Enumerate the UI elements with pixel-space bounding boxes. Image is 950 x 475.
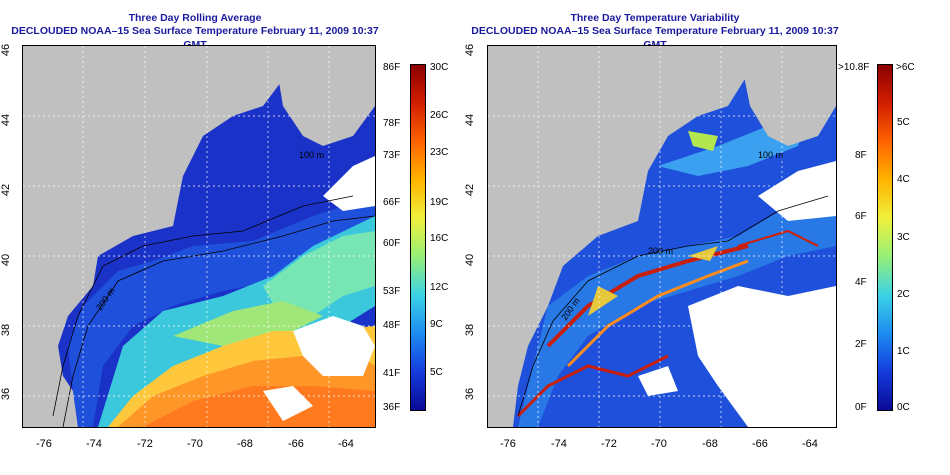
right-ytick-40: 40 xyxy=(464,253,477,267)
right-cb-f-3: 4F xyxy=(855,277,867,288)
right-xtick-72: -72 xyxy=(601,438,617,450)
right-contour-label-100: 100 m xyxy=(758,150,784,160)
left-cb-c-5: 12C xyxy=(430,282,449,293)
left-xtick-70: -70 xyxy=(187,438,203,450)
right-cb-c-5: 1C xyxy=(897,346,910,357)
right-variability-map-graphic xyxy=(488,46,836,427)
left-sst-map: 200 m 100 m xyxy=(22,45,376,428)
left-cb-c-1: 26C xyxy=(430,110,449,121)
left-ytick-38: 38 xyxy=(0,323,13,337)
right-cb-c-3: 3C xyxy=(897,232,910,243)
left-ytick-42: 42 xyxy=(0,183,13,197)
left-cb-f-8: 36F xyxy=(383,402,401,413)
right-cb-f-5: 0F xyxy=(855,402,867,413)
right-cb-f-4: 2F xyxy=(855,339,867,350)
left-xtick-72: -72 xyxy=(137,438,153,450)
left-xtick-68: -68 xyxy=(237,438,253,450)
right-xtick-70: -70 xyxy=(651,438,667,450)
right-variability-map: 200 m 100 m 200 m xyxy=(487,45,837,428)
left-ytick-44: 44 xyxy=(0,113,13,127)
right-title-line1: Three Day Temperature Variability xyxy=(570,12,740,24)
right-ytick-42: 42 xyxy=(464,183,477,197)
left-cb-f-6: 48F xyxy=(383,320,401,331)
right-cb-c-0: >6C xyxy=(896,62,915,73)
left-sst-map-graphic xyxy=(23,46,375,427)
right-cb-f-0: >10.8F xyxy=(838,62,870,73)
left-cb-c-2: 23C xyxy=(430,147,449,158)
left-cb-f-0: 86F xyxy=(383,62,401,73)
right-xtick-68: -68 xyxy=(702,438,718,450)
left-cb-c-4: 16C xyxy=(430,233,449,244)
right-cb-c-4: 2C xyxy=(897,289,910,300)
left-cb-f-4: 60F xyxy=(383,238,401,249)
right-cb-c-6: 0C xyxy=(897,402,910,413)
right-cb-c-2: 4C xyxy=(897,174,910,185)
right-xtick-64: -64 xyxy=(802,438,818,450)
left-cb-f-2: 73F xyxy=(383,150,401,161)
right-cb-f-2: 6F xyxy=(855,211,867,222)
right-ytick-38: 38 xyxy=(464,323,477,337)
right-ytick-36: 36 xyxy=(464,387,477,401)
right-xtick-76: -76 xyxy=(500,438,516,450)
right-xtick-66: -66 xyxy=(752,438,768,450)
left-cb-c-3: 19C xyxy=(430,197,449,208)
right-ytick-44: 44 xyxy=(464,113,477,127)
left-cb-f-3: 66F xyxy=(383,197,401,208)
left-xtick-76: -76 xyxy=(36,438,52,450)
left-ytick-36: 36 xyxy=(0,387,13,401)
right-colorbar xyxy=(877,64,893,411)
left-colorbar xyxy=(410,64,426,411)
right-cb-c-1: 5C xyxy=(897,117,910,128)
right-ytick-46: 46 xyxy=(464,43,477,57)
left-cb-c-6: 9C xyxy=(430,319,443,330)
left-xtick-64: -64 xyxy=(338,438,354,450)
left-ytick-46: 46 xyxy=(0,43,13,57)
left-xtick-74: -74 xyxy=(86,438,102,450)
left-ytick-40: 40 xyxy=(0,253,13,267)
left-cb-f-5: 53F xyxy=(383,286,401,297)
left-cb-c-7: 5C xyxy=(430,367,443,378)
right-cb-f-1: 8F xyxy=(855,150,867,161)
right-contour-label-200-top: 200 m xyxy=(648,246,674,256)
left-xtick-66: -66 xyxy=(288,438,304,450)
left-title-line1: Three Day Rolling Average xyxy=(128,12,262,24)
left-cb-f-1: 78F xyxy=(383,118,401,129)
left-cb-c-0: 30C xyxy=(430,62,449,73)
left-contour-label-100: 100 m xyxy=(299,150,325,160)
right-xtick-74: -74 xyxy=(551,438,567,450)
left-cb-f-7: 41F xyxy=(383,368,401,379)
